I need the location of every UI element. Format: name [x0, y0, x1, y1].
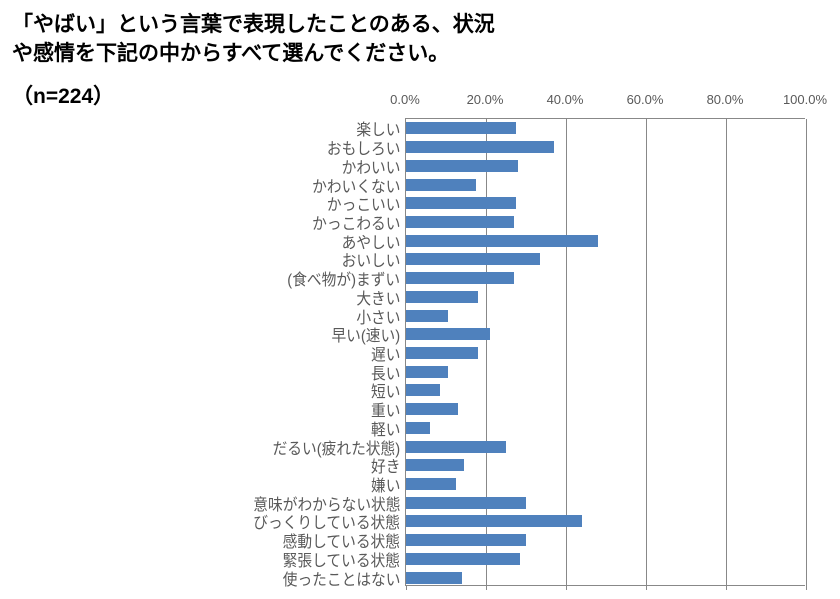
chart-title-line1: 「やばい」という言葉で表現したことのある、状況	[12, 10, 495, 39]
bar	[406, 572, 462, 584]
chart-row: びっくりしている状態	[406, 512, 805, 531]
chart-row: 遅い	[406, 344, 805, 363]
chart-row: 楽しい	[406, 119, 805, 138]
x-tick-label: 20.0%	[467, 92, 504, 107]
bar	[406, 422, 430, 434]
plot-area: 楽しいおもしろいかわいいかわいくないかっこいいかっこわるいあやしいおいしい(食べ…	[405, 118, 805, 586]
chart-row: おもしろい	[406, 138, 805, 157]
x-axis-labels: 0.0% 20.0% 40.0% 60.0% 80.0% 100.0%	[0, 92, 840, 112]
grid-line	[806, 119, 807, 585]
x-tick-label: 100.0%	[783, 92, 827, 107]
chart-row: 重い	[406, 400, 805, 419]
bar	[406, 384, 440, 396]
bar	[406, 179, 476, 191]
bar	[406, 328, 490, 340]
bar	[406, 347, 478, 359]
chart-row: 嫌い	[406, 475, 805, 494]
chart-row: 短い	[406, 381, 805, 400]
bar	[406, 160, 518, 172]
chart-row: 軽い	[406, 419, 805, 438]
chart-row: かわいくない	[406, 175, 805, 194]
x-tick-label: 0.0%	[390, 92, 420, 107]
chart-row: (食べ物が)まずい	[406, 269, 805, 288]
chart-row: かっこわるい	[406, 213, 805, 232]
chart-row: 使ったことはない	[406, 568, 805, 587]
bar	[406, 497, 526, 509]
chart-row: だるい(疲れた状態)	[406, 437, 805, 456]
category-label: 使ったことはない	[283, 566, 406, 590]
x-tick-label: 80.0%	[707, 92, 744, 107]
chart-row: 好き	[406, 456, 805, 475]
bar	[406, 441, 506, 453]
chart-row: 感動している状態	[406, 531, 805, 550]
bar	[406, 272, 514, 284]
bar	[406, 235, 598, 247]
bar	[406, 253, 540, 265]
bar	[406, 478, 456, 490]
chart-row: 大きい	[406, 287, 805, 306]
chart-title: 「やばい」という言葉で表現したことのある、状況 や感情を下記の中からすべて選んで…	[12, 10, 495, 69]
bar	[406, 515, 582, 527]
bar	[406, 216, 514, 228]
bar	[406, 553, 520, 565]
x-tick-mark	[806, 585, 807, 590]
bar	[406, 141, 554, 153]
chart-row: かっこいい	[406, 194, 805, 213]
bar	[406, 366, 448, 378]
bar	[406, 534, 526, 546]
bar	[406, 122, 516, 134]
bar	[406, 459, 464, 471]
x-tick-label: 60.0%	[627, 92, 664, 107]
chart-row: おいしい	[406, 250, 805, 269]
bar	[406, 291, 478, 303]
bar	[406, 197, 516, 209]
bar	[406, 403, 458, 415]
chart-row: 緊張している状態	[406, 550, 805, 569]
x-tick-label: 40.0%	[547, 92, 584, 107]
chart-row: 長い	[406, 362, 805, 381]
chart-row: 小さい	[406, 306, 805, 325]
chart-row: 意味がわからない状態	[406, 493, 805, 512]
bar	[406, 310, 448, 322]
chart-title-line2: や感情を下記の中からすべて選んでください。	[12, 39, 495, 68]
chart-row: 早い(速い)	[406, 325, 805, 344]
chart-row: あやしい	[406, 231, 805, 250]
chart-row: かわいい	[406, 156, 805, 175]
